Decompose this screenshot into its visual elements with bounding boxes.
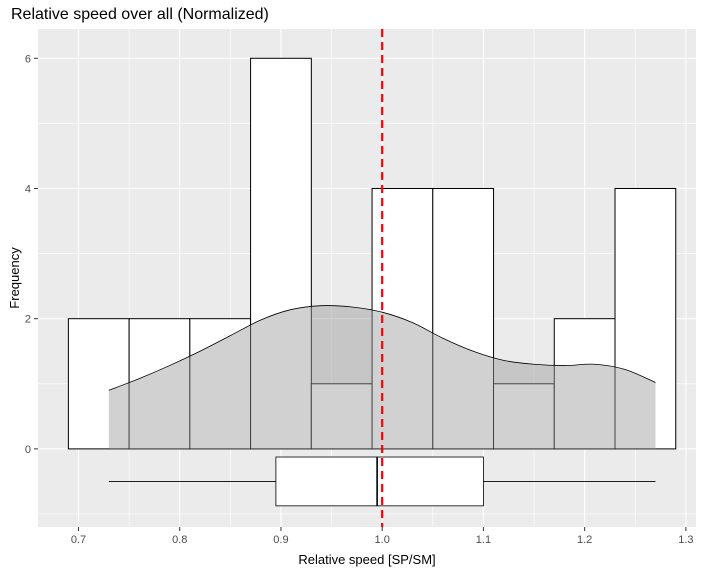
histogram-bar bbox=[614, 187, 677, 450]
x-tick-label: 0.8 bbox=[172, 534, 187, 546]
histogram-bar bbox=[310, 383, 373, 450]
y-tick-label: 6 bbox=[25, 53, 31, 65]
x-axis-label: Relative speed [SP/SM] bbox=[298, 552, 435, 567]
density-area bbox=[108, 305, 656, 449]
x-tick-label: 1.0 bbox=[375, 534, 390, 546]
histogram-bar bbox=[553, 318, 616, 450]
x-tick-label: 1.1 bbox=[476, 534, 491, 546]
x-tick-label: 1.2 bbox=[577, 534, 592, 546]
y-tick-label: 0 bbox=[25, 444, 31, 456]
x-tick-label: 0.9 bbox=[273, 534, 288, 546]
y-tick-label: 4 bbox=[25, 183, 31, 195]
histogram-bar bbox=[189, 318, 252, 450]
histogram-bar bbox=[250, 57, 312, 450]
chart-title: Relative speed over all (Normalized) bbox=[11, 6, 269, 23]
histogram-bar bbox=[493, 383, 555, 450]
histogram-bar bbox=[432, 187, 495, 450]
boxplot-box bbox=[275, 456, 484, 507]
density-curve bbox=[108, 305, 656, 391]
x-tick-label: 1.3 bbox=[678, 534, 693, 546]
x-tick-label: 0.7 bbox=[71, 534, 86, 546]
y-axis-label: Frequency bbox=[7, 247, 22, 309]
y-tick-label: 2 bbox=[25, 314, 31, 326]
plot-panel bbox=[38, 29, 696, 527]
